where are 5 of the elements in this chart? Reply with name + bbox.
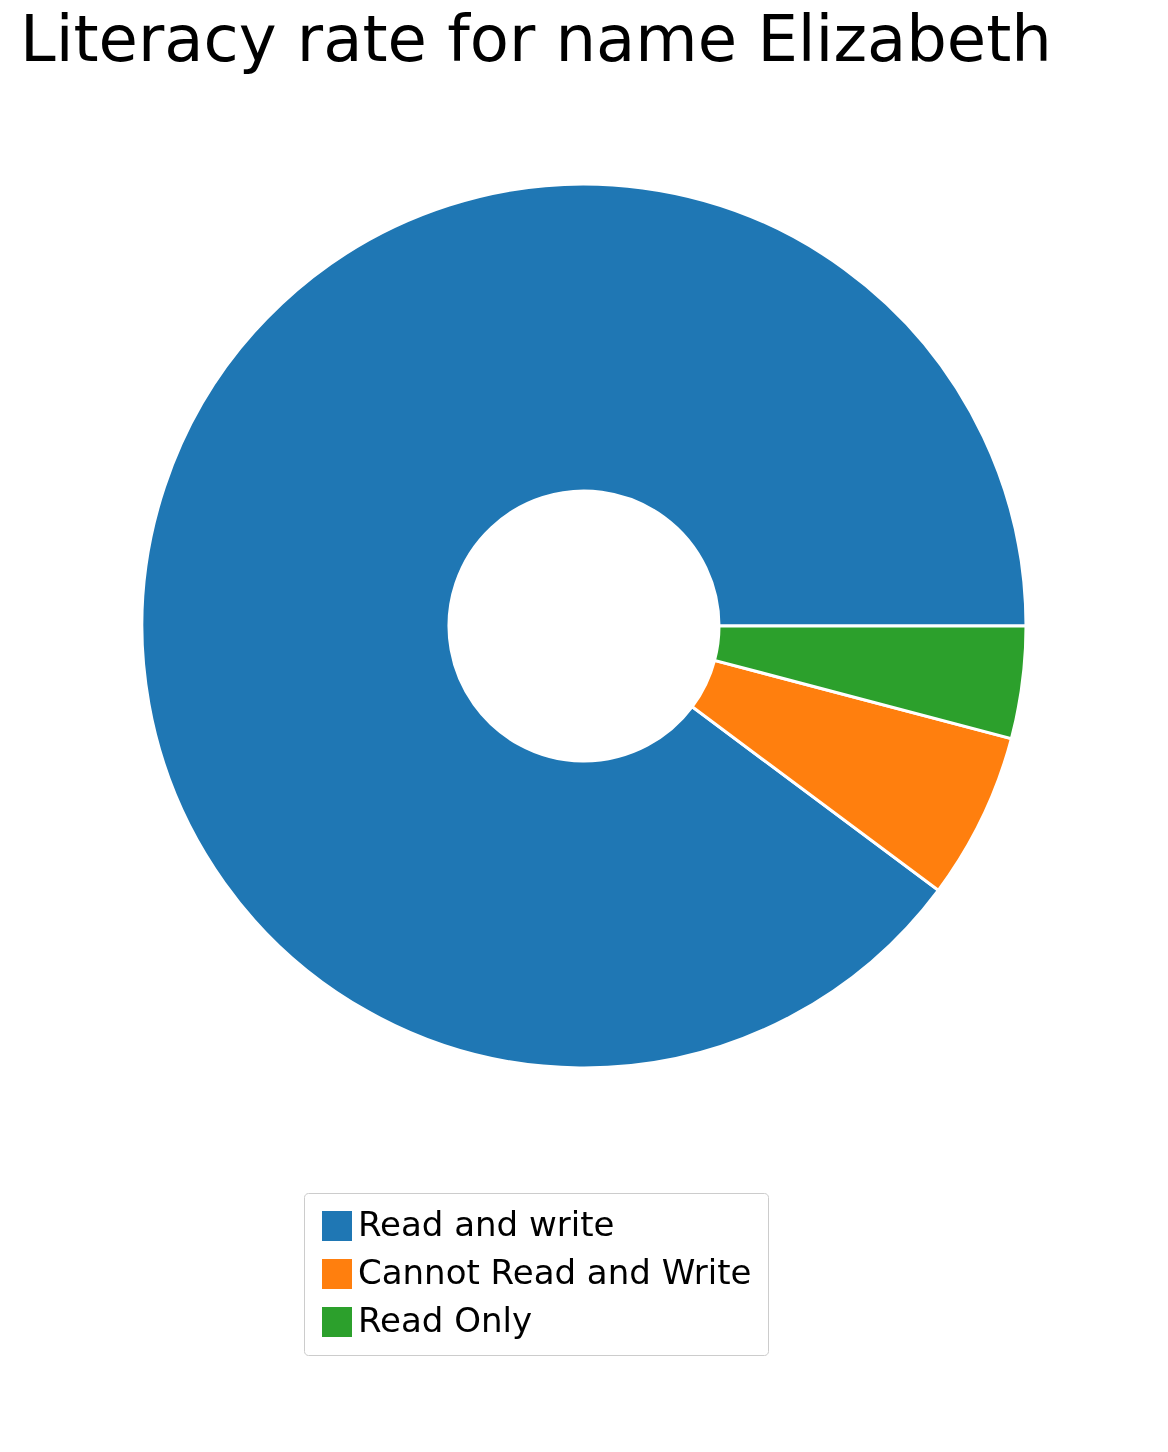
legend-label: Cannot Read and Write (358, 1252, 752, 1292)
legend-label: Read Only (358, 1300, 533, 1340)
legend-label: Read and write (358, 1204, 615, 1244)
chart-title: Literacy rate for name Elizabeth (20, 2, 1052, 76)
donut-slice (141, 182, 1028, 1070)
